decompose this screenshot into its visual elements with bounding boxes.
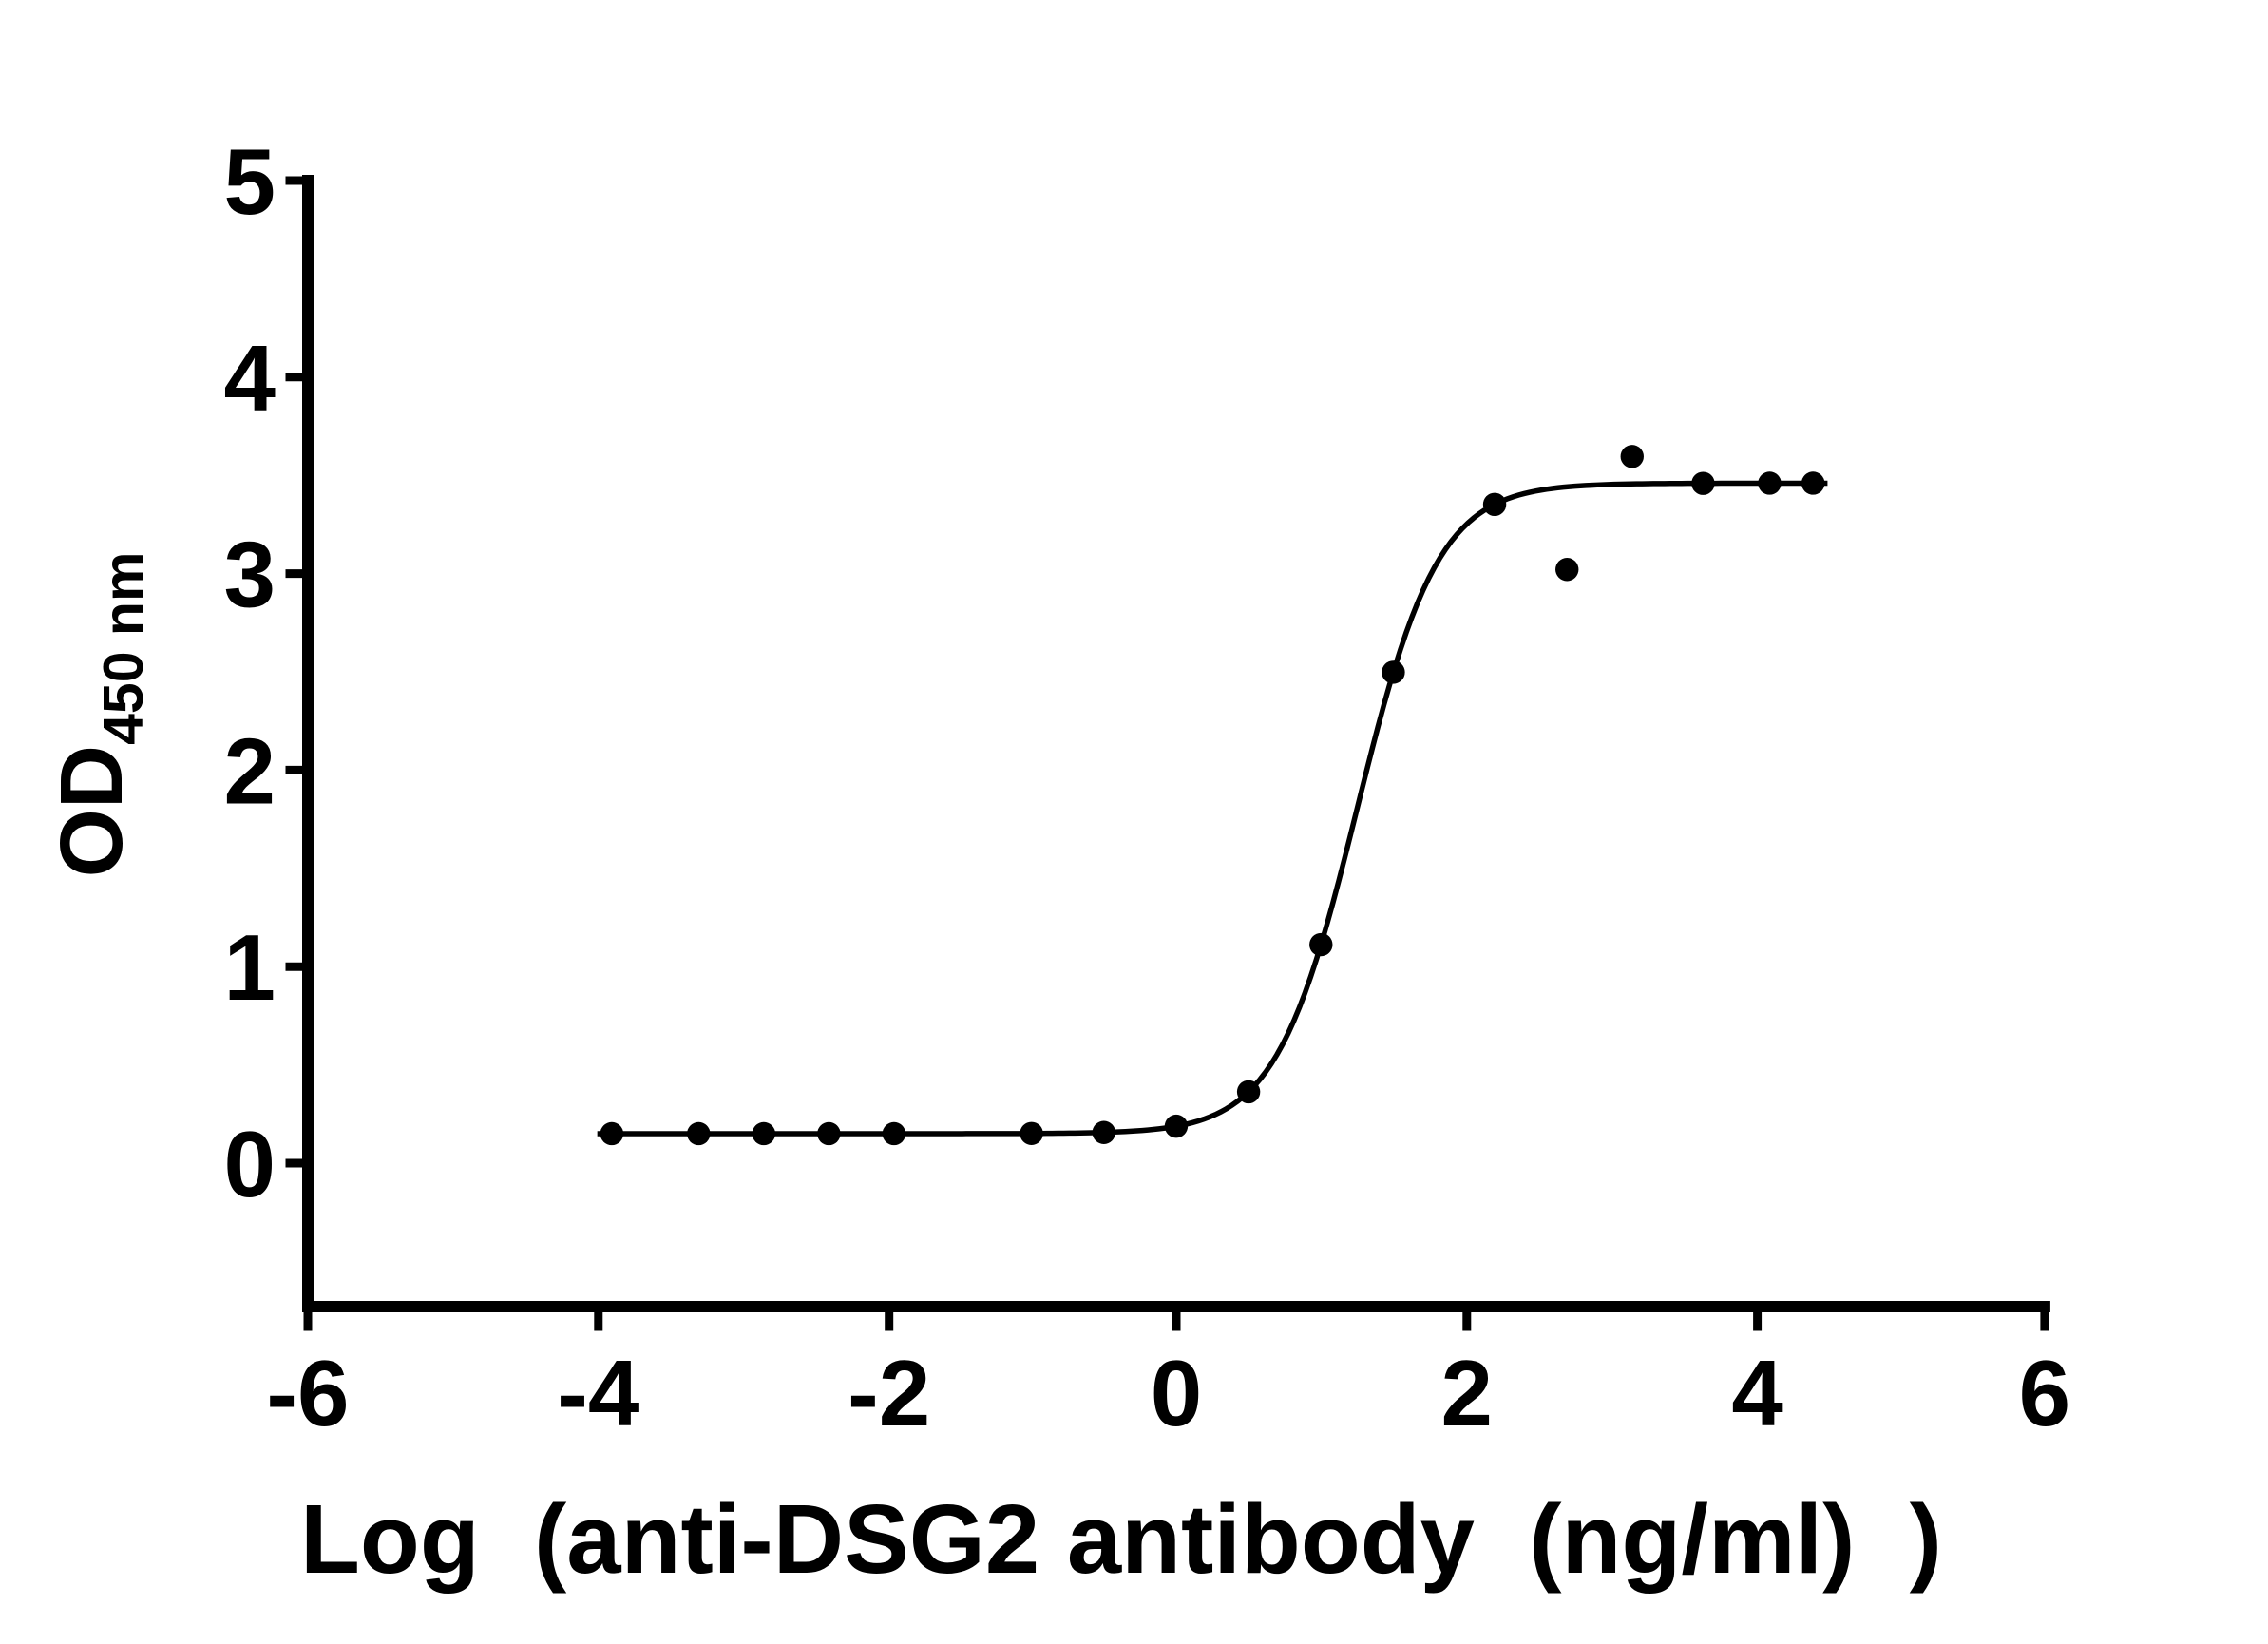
svg-text:4: 4 [1731,1341,1783,1445]
svg-text:2: 2 [1441,1341,1494,1445]
svg-text:0: 0 [223,1112,276,1216]
svg-text:3: 3 [223,523,276,627]
svg-text:6: 6 [2019,1341,2071,1445]
svg-text:1: 1 [223,915,276,1020]
svg-text:-4: -4 [557,1341,639,1445]
svg-text:5: 5 [223,129,276,234]
svg-text:0: 0 [1151,1341,1203,1445]
svg-text:4: 4 [223,326,276,430]
svg-text:2: 2 [223,718,276,823]
svg-text:-6: -6 [266,1341,349,1445]
svg-text:Log (anti-DSG2 antibody (ng/: Log (anti-DSG2 antibody (ng/ml) ) [300,1484,1942,1594]
svg-text:-2: -2 [848,1341,930,1445]
